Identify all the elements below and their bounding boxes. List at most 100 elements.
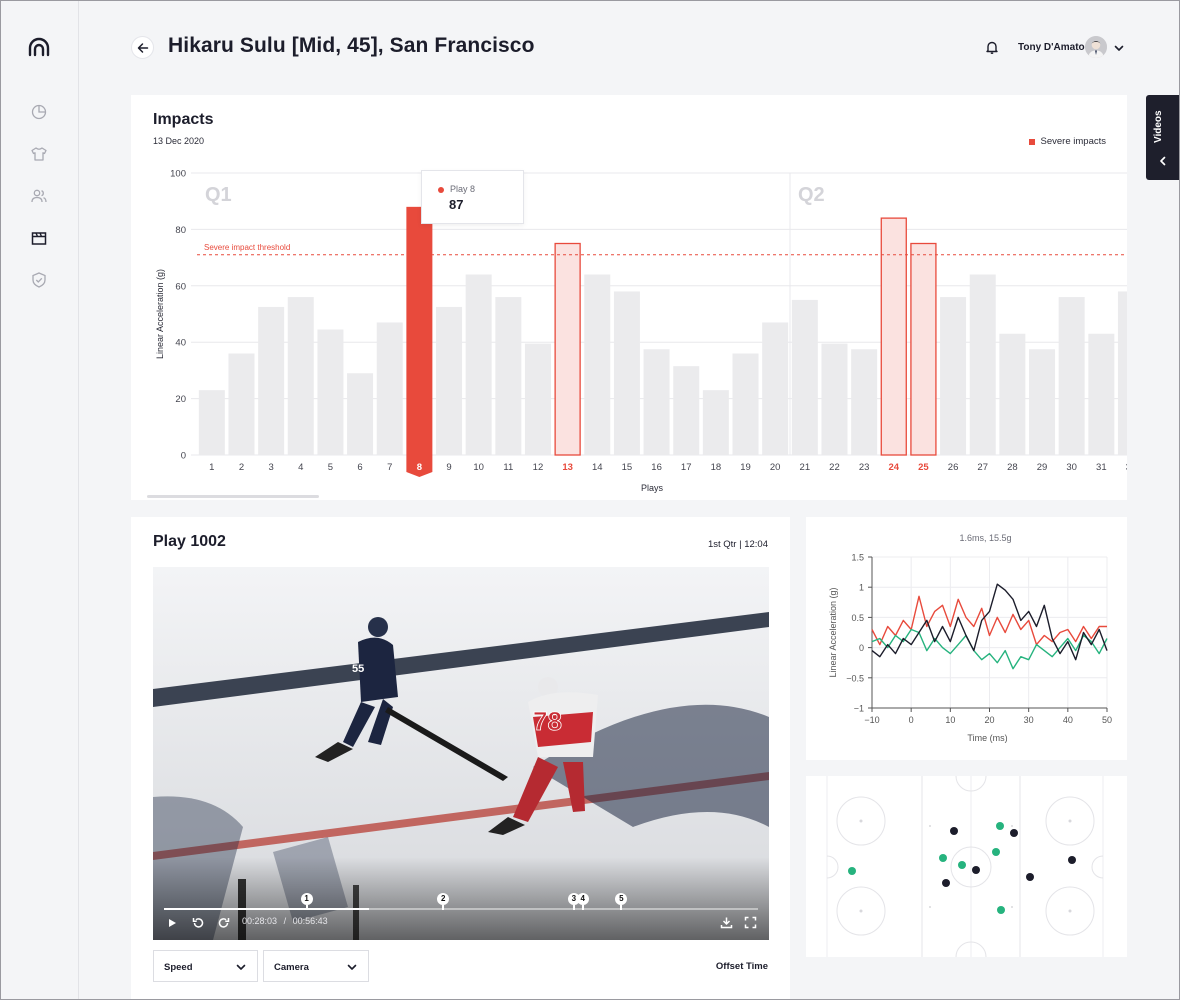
bar[interactable] bbox=[821, 343, 848, 455]
bar[interactable] bbox=[347, 373, 374, 455]
rink-map bbox=[826, 776, 1104, 957]
bar-selected[interactable] bbox=[406, 206, 433, 455]
bar[interactable] bbox=[940, 297, 967, 455]
bar[interactable] bbox=[465, 274, 492, 455]
app-logo-icon[interactable] bbox=[27, 36, 51, 60]
player-dot-green[interactable] bbox=[939, 854, 947, 862]
bar[interactable] bbox=[643, 349, 670, 455]
bar[interactable] bbox=[228, 353, 255, 455]
bar[interactable] bbox=[287, 297, 314, 455]
bar[interactable] bbox=[436, 306, 463, 455]
jersey-number-b: 78 bbox=[533, 706, 562, 736]
video-progress-track[interactable] bbox=[164, 908, 758, 910]
y-tick-label: 0 bbox=[859, 643, 864, 653]
bar[interactable] bbox=[732, 353, 759, 455]
download-icon[interactable] bbox=[720, 916, 733, 929]
impacts-chart: 0 20 40 60 80 100 Q1 Q2 Linear Acceleration (g) P… bbox=[155, 169, 1127, 493]
bar[interactable] bbox=[702, 390, 729, 455]
impacts-card: Impacts 13 Dec 2020 Severe impacts 0 20 40… bbox=[131, 95, 1127, 500]
jersey-icon[interactable] bbox=[30, 145, 48, 163]
player-55: 55 bbox=[315, 617, 508, 781]
arrow-left-icon bbox=[137, 42, 148, 53]
bell-icon[interactable] bbox=[984, 39, 1000, 55]
player-dot-green[interactable] bbox=[848, 867, 856, 875]
rewind-icon[interactable] bbox=[191, 916, 205, 930]
bar[interactable] bbox=[1117, 291, 1127, 455]
bar[interactable] bbox=[1088, 333, 1115, 455]
x-tick-label: 15 bbox=[622, 462, 633, 473]
player-dot-black[interactable] bbox=[1026, 873, 1034, 881]
bar[interactable] bbox=[762, 322, 789, 455]
player-dot-green[interactable] bbox=[958, 861, 966, 869]
x-tick-label: 6 bbox=[357, 462, 362, 473]
user-name[interactable]: Tony D'Amato bbox=[1018, 42, 1085, 53]
fullscreen-icon[interactable] bbox=[744, 916, 757, 929]
impacts-title: Impacts bbox=[153, 111, 214, 128]
player-dot-black[interactable] bbox=[950, 827, 958, 835]
bar-severe[interactable] bbox=[554, 242, 581, 456]
legend-label: Severe impacts bbox=[1040, 136, 1106, 147]
bar[interactable] bbox=[969, 274, 996, 455]
tooltip-value: 87 bbox=[449, 197, 464, 212]
bar[interactable] bbox=[495, 297, 522, 455]
bar[interactable] bbox=[791, 299, 818, 455]
forward-icon[interactable] bbox=[217, 916, 231, 930]
video-time: 00:28:03 / 00:56:43 bbox=[242, 916, 328, 926]
shield-icon[interactable] bbox=[30, 271, 48, 289]
bar[interactable] bbox=[1058, 297, 1085, 455]
bar[interactable] bbox=[673, 366, 700, 455]
bar[interactable] bbox=[376, 322, 403, 455]
bar[interactable] bbox=[851, 349, 878, 455]
jersey-number-a: 55 bbox=[352, 663, 364, 675]
event-marker[interactable]: 4 bbox=[576, 893, 589, 905]
player-dot-green[interactable] bbox=[996, 822, 1004, 830]
player-dot-black[interactable] bbox=[1068, 856, 1076, 864]
x-tick-label: 21 bbox=[800, 462, 811, 473]
offset-time-label[interactable]: Offset Time bbox=[715, 961, 768, 972]
rink-card bbox=[806, 776, 1127, 957]
film-icon[interactable] bbox=[30, 229, 48, 247]
bar[interactable] bbox=[999, 333, 1026, 455]
bar[interactable] bbox=[317, 329, 344, 455]
camera-label: Camera bbox=[274, 962, 309, 973]
horizontal-scrollbar[interactable] bbox=[147, 495, 319, 498]
bar[interactable] bbox=[584, 274, 611, 455]
event-marker[interactable]: 1 bbox=[300, 893, 313, 905]
speed-dropdown[interactable]: Speed bbox=[153, 950, 258, 982]
bar[interactable] bbox=[524, 343, 551, 455]
bar[interactable] bbox=[1029, 349, 1056, 455]
player-dot-black[interactable] bbox=[972, 866, 980, 874]
y-tick-label: 1 bbox=[859, 583, 864, 593]
bar[interactable] bbox=[198, 390, 225, 455]
player-dot-green[interactable] bbox=[997, 906, 1005, 914]
chevron-down-icon[interactable] bbox=[1113, 42, 1125, 54]
camera-dropdown[interactable]: Camera bbox=[263, 950, 369, 982]
bar[interactable] bbox=[613, 291, 640, 455]
back-button[interactable] bbox=[131, 36, 154, 59]
video-progress-fill bbox=[164, 908, 369, 910]
pie-chart-icon[interactable] bbox=[30, 103, 48, 121]
videos-drawer-tab[interactable]: Videos bbox=[1146, 95, 1180, 180]
avatar-portrait bbox=[1085, 36, 1107, 58]
x-tick-label: 50 bbox=[1102, 715, 1112, 725]
black-players bbox=[942, 827, 1076, 887]
x-tick-label: 12 bbox=[533, 462, 544, 473]
tooltip-label: Play 8 bbox=[450, 184, 476, 194]
bar-severe[interactable] bbox=[880, 217, 907, 456]
tooltip-dot bbox=[438, 187, 444, 193]
x-tick-label: 9 bbox=[446, 462, 451, 473]
player-dot-black[interactable] bbox=[1010, 829, 1018, 837]
chevron-down-icon bbox=[347, 964, 357, 970]
avatar[interactable] bbox=[1085, 36, 1107, 58]
player-dot-green[interactable] bbox=[992, 848, 1000, 856]
y-tick-label: −0.5 bbox=[846, 673, 864, 683]
event-marker[interactable]: 2 bbox=[437, 893, 450, 905]
users-icon[interactable] bbox=[30, 187, 48, 205]
bar[interactable] bbox=[258, 306, 285, 455]
play-icon[interactable] bbox=[166, 917, 178, 929]
event-marker[interactable]: 5 bbox=[615, 893, 628, 905]
x-tick-label: 32 bbox=[1126, 462, 1127, 473]
bar-severe[interactable] bbox=[910, 242, 937, 456]
player-dot-black[interactable] bbox=[942, 879, 950, 887]
